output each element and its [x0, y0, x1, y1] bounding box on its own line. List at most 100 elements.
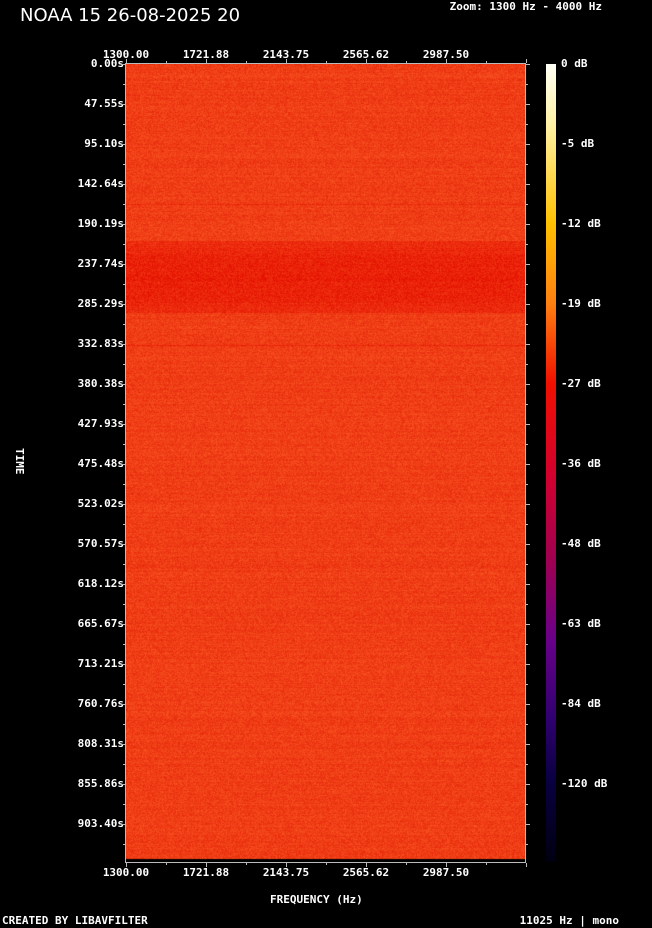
- y-tick-mark: [526, 344, 530, 345]
- y-tick-label: 808.31s: [78, 737, 124, 750]
- y-tick-label: 665.67s: [78, 617, 124, 630]
- y-tick-mark: [526, 304, 530, 305]
- y-tick-mark: [123, 284, 125, 285]
- y-tick-mark: [526, 724, 528, 725]
- y-tick-label: 142.64s: [78, 177, 124, 190]
- colorbar-tick-label: -48 dB: [561, 537, 601, 550]
- y-tick-label: 475.48s: [78, 457, 124, 470]
- y-tick-mark: [121, 744, 125, 745]
- x-tick-mark: [406, 61, 407, 63]
- y-tick-mark: [121, 704, 125, 705]
- colorbar-tick-label: -12 dB: [561, 217, 601, 230]
- footer-credit: CREATED BY LIBAVFILTER: [2, 914, 148, 927]
- spectrogram-heatmap: [126, 64, 526, 862]
- y-axis-label: TIME: [13, 448, 26, 475]
- y-tick-mark: [123, 844, 125, 845]
- chart-title: NOAA 15 26-08-2025 20: [20, 5, 240, 26]
- x-tick-mark: [446, 59, 447, 63]
- y-tick-label: 237.74s: [78, 257, 124, 270]
- y-tick-mark: [121, 504, 125, 505]
- y-tick-mark: [526, 684, 528, 685]
- y-tick-label: 0.00s: [91, 57, 124, 70]
- y-tick-mark: [123, 764, 125, 765]
- y-tick-mark: [526, 624, 530, 625]
- y-tick-label: 47.55s: [84, 97, 124, 110]
- y-tick-mark: [123, 604, 125, 605]
- x-tick-mark: [526, 863, 527, 867]
- y-tick-mark: [121, 224, 125, 225]
- colorbar-tick-label: -27 dB: [561, 377, 601, 390]
- y-tick-mark: [526, 744, 530, 745]
- y-tick-mark: [526, 464, 530, 465]
- x-tick-mark: [166, 863, 167, 865]
- y-tick-mark: [526, 84, 528, 85]
- x-tick-mark: [246, 863, 247, 865]
- y-tick-mark: [526, 284, 528, 285]
- y-tick-mark: [526, 604, 528, 605]
- y-tick-mark: [123, 204, 125, 205]
- x-tick-mark: [326, 863, 327, 865]
- x-tick-mark: [446, 863, 447, 867]
- y-tick-mark: [123, 124, 125, 125]
- x-tick-mark: [366, 863, 367, 867]
- y-tick-mark: [526, 124, 528, 125]
- colorbar-tick-label: -5 dB: [561, 137, 594, 150]
- y-tick-mark: [526, 144, 530, 145]
- x-tick-mark: [526, 59, 527, 63]
- y-tick-mark: [121, 304, 125, 305]
- y-tick-mark: [526, 264, 530, 265]
- y-tick-label: 523.02s: [78, 497, 124, 510]
- colorbar-tick-label: 0 dB: [561, 57, 588, 70]
- footer-sample-rate: 11025 Hz | mono: [520, 914, 619, 927]
- y-tick-mark: [526, 444, 528, 445]
- y-tick-mark: [121, 584, 125, 585]
- y-tick-mark: [121, 664, 125, 665]
- x-tick-mark: [246, 61, 247, 63]
- y-tick-mark: [121, 424, 125, 425]
- y-tick-mark: [123, 84, 125, 85]
- y-tick-mark: [123, 324, 125, 325]
- x-tick-mark: [286, 863, 287, 867]
- y-tick-mark: [123, 684, 125, 685]
- y-tick-mark: [123, 164, 125, 165]
- y-tick-label: 570.57s: [78, 537, 124, 550]
- y-tick-label: 285.29s: [78, 297, 124, 310]
- x-tick-mark: [286, 59, 287, 63]
- x-tick-mark: [126, 863, 127, 867]
- y-tick-mark: [123, 364, 125, 365]
- y-tick-mark: [121, 64, 125, 65]
- y-tick-mark: [526, 64, 530, 65]
- y-tick-mark: [526, 224, 530, 225]
- colorbar-tick-label: -120 dB: [561, 777, 607, 790]
- y-tick-mark: [526, 204, 528, 205]
- colorbar-tick-label: -63 dB: [561, 617, 601, 630]
- y-tick-label: 190.19s: [78, 217, 124, 230]
- y-tick-label: 427.93s: [78, 417, 124, 430]
- x-tick-label-bottom: 1721.88: [176, 866, 236, 879]
- y-tick-mark: [123, 724, 125, 725]
- y-tick-mark: [526, 764, 528, 765]
- y-tick-label: 760.76s: [78, 697, 124, 710]
- y-tick-mark: [121, 264, 125, 265]
- y-tick-mark: [526, 784, 530, 785]
- y-tick-mark: [526, 564, 528, 565]
- x-tick-mark: [326, 61, 327, 63]
- y-tick-mark: [123, 484, 125, 485]
- y-tick-mark: [526, 544, 530, 545]
- y-tick-mark: [123, 644, 125, 645]
- y-tick-mark: [121, 824, 125, 825]
- y-tick-mark: [123, 524, 125, 525]
- x-tick-label-bottom: 1300.00: [96, 866, 156, 879]
- x-tick-mark: [166, 61, 167, 63]
- y-tick-mark: [526, 484, 528, 485]
- y-tick-mark: [121, 184, 125, 185]
- y-tick-mark: [526, 844, 528, 845]
- y-tick-mark: [526, 404, 528, 405]
- y-tick-label: 855.86s: [78, 777, 124, 790]
- y-tick-mark: [121, 144, 125, 145]
- y-tick-label: 95.10s: [84, 137, 124, 150]
- colorbar-tick-label: -19 dB: [561, 297, 601, 310]
- zoom-label: Zoom: 1300 Hz - 4000 Hz: [450, 0, 602, 13]
- y-tick-mark: [526, 324, 528, 325]
- y-tick-mark: [526, 804, 528, 805]
